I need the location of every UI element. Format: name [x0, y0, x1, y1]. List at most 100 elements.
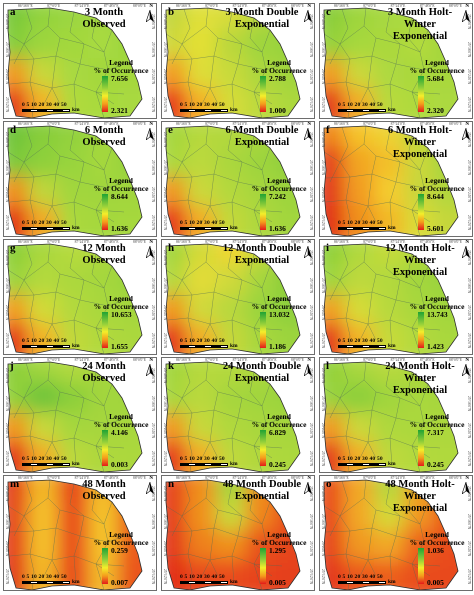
scale-bar-ticks: 0 5 10 20 30 40 50	[22, 220, 67, 226]
district-boundary	[73, 535, 81, 585]
coord-label: 87°0'0"E	[363, 358, 377, 362]
map-svg	[323, 125, 459, 236]
coord-label: 25°24'0"N	[163, 69, 167, 85]
scale-bar-ticks: 0 5 10 20 30 40 50	[338, 456, 383, 462]
panel-title-line: Winter	[404, 491, 436, 502]
scale-segment	[196, 109, 204, 112]
map-panel-d: 86°36'0"E 87°0'0"E 87°24'0"E 87°48'0"E 88°0'…	[3, 121, 157, 237]
scale-segment	[22, 581, 30, 584]
scale-segment	[196, 227, 204, 230]
legend-max-value: 7.317	[427, 428, 444, 437]
legend-title: Legend% of Occurrence	[248, 177, 310, 193]
coord-label: 25°36'0"N	[151, 395, 155, 411]
district-boundary	[171, 279, 183, 301]
coord-label: 87°0'0"E	[47, 4, 61, 8]
map-svg	[323, 361, 459, 472]
legend-title: Legend% of Occurrence	[406, 59, 468, 75]
coord-label: 25°24'0"N	[321, 541, 325, 557]
legend-max-value: 10.653	[111, 310, 132, 319]
coord-label: 25°36'0"N	[309, 159, 313, 175]
scale-bar-unit: km	[230, 107, 238, 113]
legend-title-line: % of Occurrence	[251, 66, 307, 75]
district-boundary	[407, 135, 425, 189]
scale-segment	[196, 463, 204, 466]
legend-min-value: 1.636	[269, 224, 286, 233]
district-boundary	[249, 253, 267, 307]
coord-label: 25°36'0"N	[163, 513, 167, 529]
coord-label: 87°48'0"E	[261, 122, 277, 126]
coord-labels-left: 25°48'0"N 25°36'0"N 25°24'0"N 25°12'0"N	[320, 132, 326, 230]
scale-segment	[22, 227, 30, 230]
scale-segment	[346, 345, 354, 348]
district-boundary	[325, 527, 447, 543]
scale-segment	[180, 109, 188, 112]
scale-bar: 0 5 10 20 30 40 50 km	[180, 338, 250, 352]
north-arrow-icon	[304, 364, 312, 376]
coord-label: 25°12'0"N	[5, 96, 9, 112]
coord-label: 25°48'0"N	[467, 14, 471, 30]
coord-label: 25°48'0"N	[163, 486, 167, 502]
scale-segment	[62, 109, 70, 112]
legend-title: Legend% of Occurrence	[248, 413, 310, 429]
legend-max-value: 13.743	[427, 310, 448, 319]
district-boundary	[69, 247, 85, 301]
coord-labels-left: 25°48'0"N 25°36'0"N 25°24'0"N 25°12'0"N	[320, 486, 326, 584]
legend-title-line: Legend	[109, 294, 133, 303]
district-boundary	[249, 17, 267, 71]
coord-label: 88°0'0"E	[291, 240, 304, 244]
legend-min-value: 1.000	[269, 106, 286, 115]
district-boundary	[167, 527, 289, 543]
coord-labels-right: 25°48'0"N 25°36'0"N 25°24'0"N 25°12'0"N	[150, 368, 156, 466]
legend-color-ramp	[260, 194, 266, 230]
scale-bar: 0 5 10 20 30 40 50 km	[180, 220, 250, 234]
district-boundary	[231, 181, 239, 231]
north-arrow-icon	[146, 10, 154, 22]
north-arrow-icon	[146, 482, 154, 494]
district-boundary	[205, 244, 219, 293]
coord-label: 87°24'0"E	[74, 240, 90, 244]
coord-labels-left: 25°48'0"N 25°36'0"N 25°24'0"N 25°12'0"N	[162, 486, 168, 584]
coord-label: 87°24'0"E	[74, 476, 90, 480]
map-panel-g: 86°36'0"E 87°0'0"E 87°24'0"E 87°48'0"E 88°0'…	[3, 239, 157, 355]
district-boundary	[9, 55, 131, 71]
coord-label: 88°0'0"E	[133, 122, 146, 126]
district-boundary	[167, 199, 283, 213]
north-label: N	[465, 240, 469, 245]
map-svg	[7, 7, 143, 118]
coord-labels-top: 86°36'0"E 87°0'0"E 87°24'0"E 87°48'0"E 88°0'…	[176, 476, 304, 480]
coord-label: 88°0'0"E	[449, 358, 462, 362]
coord-label: 25°48'0"N	[309, 486, 313, 502]
district-boundary	[205, 480, 219, 529]
scale-bar: 0 5 10 20 30 40 50 km	[338, 456, 408, 470]
coord-labels-right: 25°48'0"N 25°36'0"N 25°24'0"N 25°12'0"N	[466, 132, 472, 230]
district-boundary	[69, 11, 85, 65]
scale-segment	[188, 345, 196, 348]
scale-segment	[354, 581, 362, 584]
panel-title-line: Observed	[82, 137, 126, 148]
district-boundary	[13, 161, 25, 183]
map-svg	[7, 479, 143, 590]
scale-segment	[38, 227, 46, 230]
panel-title: 12 Month Holt- Winter Exponential	[374, 243, 466, 279]
coord-label: 25°12'0"N	[309, 450, 313, 466]
coord-labels-right: 25°48'0"N 25°36'0"N 25°24'0"N 25°12'0"N	[150, 250, 156, 348]
district-boundary	[9, 527, 131, 543]
north-label: N	[149, 476, 153, 481]
legend-min-value: 0.245	[269, 460, 286, 469]
scale-segment	[220, 109, 228, 112]
map-legend: Legend% of Occurrence 0.259 0.007	[90, 531, 152, 589]
map-panel-h: 86°36'0"E 87°0'0"E 87°24'0"E 87°48'0"E 88°0'…	[161, 239, 315, 355]
panel-label: e	[168, 124, 173, 136]
coord-label: 25°48'0"N	[467, 368, 471, 384]
legend-title-line: % of Occurrence	[251, 184, 307, 193]
scale-bar: 0 5 10 20 30 40 50 km	[338, 220, 408, 234]
region-outline	[165, 243, 301, 354]
region-outline	[165, 479, 301, 590]
scale-bar-unit: km	[72, 579, 80, 585]
coord-label: 25°36'0"N	[151, 159, 155, 175]
scale-bar: 0 5 10 20 30 40 50 km	[22, 338, 92, 352]
coord-labels-right: 25°48'0"N 25°36'0"N 25°24'0"N 25°12'0"N	[466, 14, 472, 112]
legend-max-value: 7.656	[111, 74, 128, 83]
district-boundary	[385, 129, 401, 183]
scale-segment	[370, 581, 378, 584]
